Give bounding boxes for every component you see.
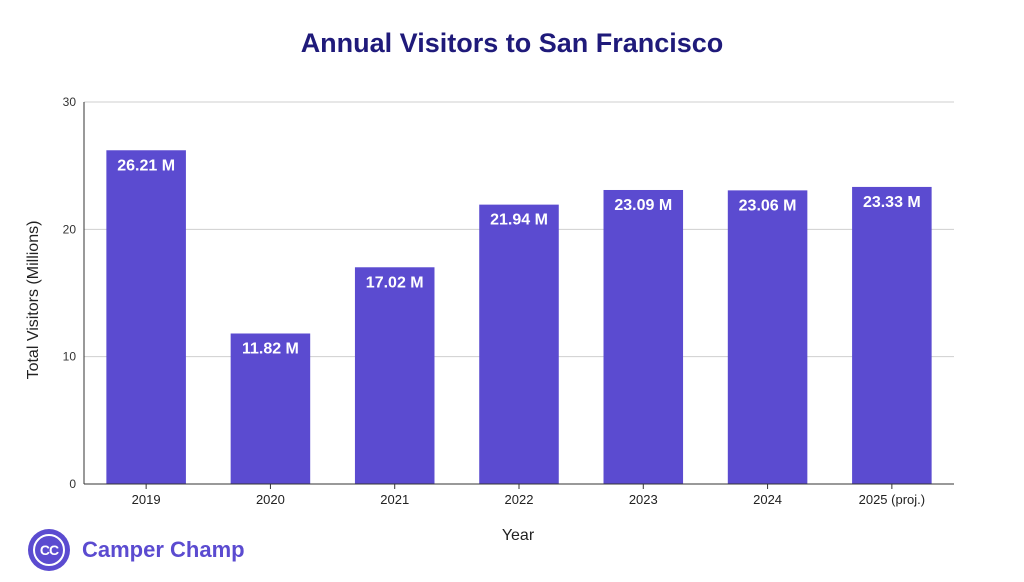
y-tick-label: 10 <box>63 350 77 364</box>
x-axis-label: Year <box>502 527 535 544</box>
brand-footer: CC Camper Champ <box>28 527 245 573</box>
bar <box>727 190 808 485</box>
y-tick-label: 20 <box>63 222 77 236</box>
x-tick-label: 2025 (proj.) <box>859 492 925 507</box>
x-tick-label: 2024 <box>753 492 782 507</box>
bar-data-label: 17.02 M <box>366 274 424 291</box>
bar-data-label: 23.06 M <box>739 197 797 214</box>
bar <box>852 186 932 484</box>
x-tick-label: 2022 <box>505 492 534 507</box>
y-axis: 0 10 20 30 <box>63 95 85 491</box>
y-tick-label: 30 <box>63 95 77 109</box>
x-axis: 2019 2020 2021 2022 2023 2024 2025 (proj.) <box>84 483 954 507</box>
brand-name: Camper Champ <box>82 537 245 562</box>
bar <box>106 150 186 484</box>
bar-data-label: 23.09 M <box>614 197 672 214</box>
brand-logo-text: CC <box>33 534 65 566</box>
chart-title: Annual Visitors to San Francisco <box>301 28 724 58</box>
y-axis-label: Total Visitors (Millions) <box>25 221 42 380</box>
bar-data-label: 26.21 M <box>117 157 175 174</box>
bar <box>354 267 435 484</box>
x-tick-label: 2020 <box>256 492 285 507</box>
x-tick-label: 2019 <box>132 492 161 507</box>
bar <box>230 333 311 484</box>
x-tick-label: 2023 <box>629 492 658 507</box>
bar <box>603 189 684 484</box>
y-tick-label: 0 <box>69 477 76 491</box>
bar-data-label: 23.33 M <box>863 194 921 211</box>
bar-data-label: 11.82 M <box>242 340 299 357</box>
brand-logo-icon: CC <box>28 529 70 571</box>
bar-data-label: 21.94 M <box>490 212 548 229</box>
bar <box>479 204 559 484</box>
bars: 26.21 M 11.82 M 17.02 M 21.94 M 23.09 M 23.06… <box>106 150 932 485</box>
x-tick-label: 2021 <box>380 492 409 507</box>
